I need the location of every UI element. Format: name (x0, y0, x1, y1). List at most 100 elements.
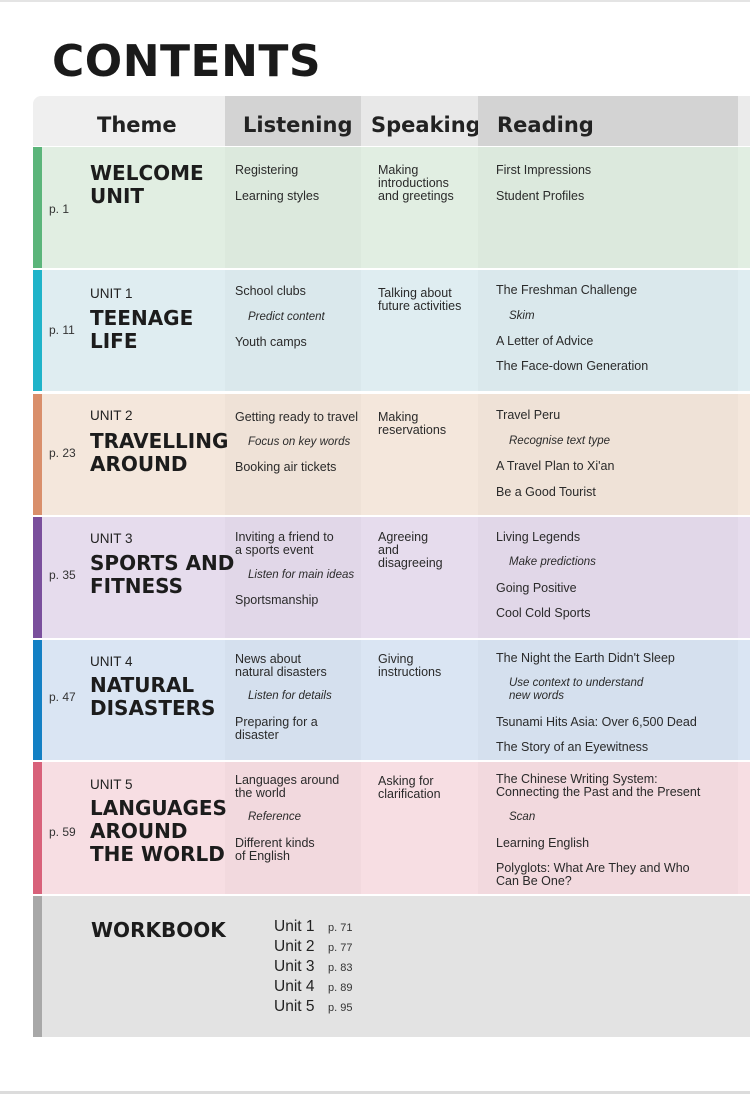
unit-color-bar (33, 517, 42, 638)
page-title: CONTENTS (52, 36, 322, 87)
unit-title: TEENAGE LIFE (90, 306, 194, 353)
speaking-cell (361, 394, 478, 515)
page-ref[interactable]: p. 11 (49, 323, 75, 337)
header-reading: Reading (478, 96, 738, 146)
listening-strategy: Focus on key words (248, 436, 351, 448)
theme-cell (42, 147, 225, 268)
speaking-cell (361, 640, 478, 760)
reading-item: Tsunami Hits Asia: Over 6,500 Dead (496, 715, 697, 729)
unit-title: NATURAL DISASTERS (90, 673, 216, 720)
listening-strategy: Predict content (248, 311, 325, 323)
listening-item: Inviting a friend to a sports event (235, 530, 334, 557)
unit-row-3: p. 35 UNIT 3 SPORTS AND FITNESS Inviting… (33, 517, 750, 638)
unit-title: TRAVELLING AROUND (90, 429, 229, 476)
unit-color-bar (33, 394, 42, 515)
workbook-page[interactable]: p. 89 (328, 982, 353, 994)
reading-cell (478, 762, 738, 894)
reading-cell (478, 147, 738, 268)
reading-strategy: Skim (509, 310, 535, 322)
unit-row-1: p. 11 UNIT 1 TEENAGE LIFE School clubs P… (33, 270, 750, 391)
listening-strategy: Listen for details (248, 690, 332, 702)
unit-row-2: p. 23 UNIT 2 TRAVELLING AROUND Getting r… (33, 394, 750, 515)
reading-item: The Night the Earth Didn't Sleep (496, 651, 675, 665)
header-theme: Theme (33, 96, 225, 146)
unit-title: SPORTS AND FITNESS (90, 551, 235, 598)
reading-strategy: Make predictions (509, 556, 596, 568)
workbook-background (42, 896, 750, 1037)
reading-strategy: Scan (509, 811, 536, 823)
listening-cell (225, 640, 361, 760)
reading-item: A Travel Plan to Xi'an (496, 459, 615, 473)
reading-cell (478, 517, 738, 638)
theme-cell (42, 394, 225, 515)
theme-cell (42, 270, 225, 391)
table-header: Theme Listening Speaking Reading (33, 96, 750, 146)
reading-cell (478, 270, 738, 391)
edge-cell (738, 147, 750, 268)
unit-label: UNIT 2 (90, 408, 133, 423)
reading-item: The Chinese Writing System: Connecting t… (496, 772, 701, 799)
page-ref[interactable]: p. 59 (49, 825, 76, 839)
top-rule (0, 0, 750, 2)
listening-cell (225, 394, 361, 515)
reading-item: Going Positive (496, 581, 577, 595)
edge-cell (738, 762, 750, 894)
reading-strategy: Use context to understand new words (509, 677, 644, 702)
listening-item: Sportsmanship (235, 593, 319, 607)
theme-cell (42, 640, 225, 760)
reading-item: Cool Cold Sports (496, 606, 591, 620)
listening-cell (225, 270, 361, 391)
workbook-row: WORKBOOK Unit 1 p. 71 Unit 2 p. 77 Unit … (33, 896, 750, 1037)
speaking-item: Talking about future activities (378, 286, 462, 313)
bottom-rule (0, 1091, 750, 1094)
workbook-unit[interactable]: Unit 2 (274, 938, 315, 955)
workbook-color-bar (33, 896, 42, 1037)
reading-strategy: Recognise text type (509, 435, 611, 447)
unit-label: UNIT 3 (90, 531, 133, 546)
page-ref[interactable]: p. 23 (49, 446, 76, 460)
reading-item: Living Legends (496, 530, 581, 544)
edge-cell (738, 640, 750, 760)
reading-item: The Face-down Generation (496, 359, 649, 373)
speaking-item: Asking for clarification (378, 774, 441, 801)
unit-row-5: p. 59 UNIT 5 LANGUAGES AROUND THE WORLD … (33, 762, 750, 894)
workbook-page[interactable]: p. 83 (328, 962, 353, 974)
unit-row-4: p. 47 UNIT 4 NATURAL DISASTERS News abou… (33, 640, 750, 760)
listening-strategy: Listen for main ideas (248, 569, 355, 581)
reading-item: First Impressions (496, 163, 592, 177)
workbook-unit[interactable]: Unit 5 (274, 998, 315, 1015)
reading-item: Be a Good Tourist (496, 485, 596, 499)
workbook-title: WORKBOOK (91, 918, 226, 942)
speaking-item: Making reservations (378, 410, 447, 437)
workbook-unit[interactable]: Unit 3 (274, 958, 315, 975)
reading-item: The Freshman Challenge (496, 283, 638, 297)
speaking-item: Giving instructions (378, 652, 442, 679)
unit-color-bar (33, 762, 42, 894)
unit-row-welcome: p. 1 WELCOME UNIT Registering Learning s… (33, 147, 750, 268)
listening-cell (225, 517, 361, 638)
reading-item: The Story of an Eyewitness (496, 740, 649, 754)
listening-item: Registering (235, 163, 299, 177)
listening-item: News about natural disasters (235, 652, 327, 679)
reading-cell (478, 394, 738, 515)
listening-item: Booking air tickets (235, 460, 337, 474)
unit-color-bar (33, 270, 42, 391)
theme-cell (42, 517, 225, 638)
workbook-page[interactable]: p. 71 (328, 922, 353, 934)
header-listening: Listening (225, 96, 361, 146)
workbook-page[interactable]: p. 95 (328, 1002, 353, 1014)
page-ref[interactable]: p. 47 (49, 690, 76, 704)
listening-item: Preparing for a disaster (235, 715, 318, 742)
listening-item: Getting ready to travel (235, 410, 358, 424)
workbook-unit[interactable]: Unit 1 (274, 918, 315, 935)
page-ref[interactable]: p. 1 (49, 202, 70, 216)
speaking-item: Making introductions and greetings (378, 163, 454, 203)
workbook-page[interactable]: p. 77 (328, 942, 353, 954)
theme-cell (42, 762, 225, 894)
reading-item: Student Profiles (496, 189, 585, 203)
workbook-unit[interactable]: Unit 4 (274, 978, 315, 995)
page-ref[interactable]: p. 35 (49, 568, 76, 582)
listening-strategy: Reference (248, 811, 302, 823)
listening-item: Youth camps (235, 335, 307, 349)
unit-color-bar (33, 147, 42, 268)
